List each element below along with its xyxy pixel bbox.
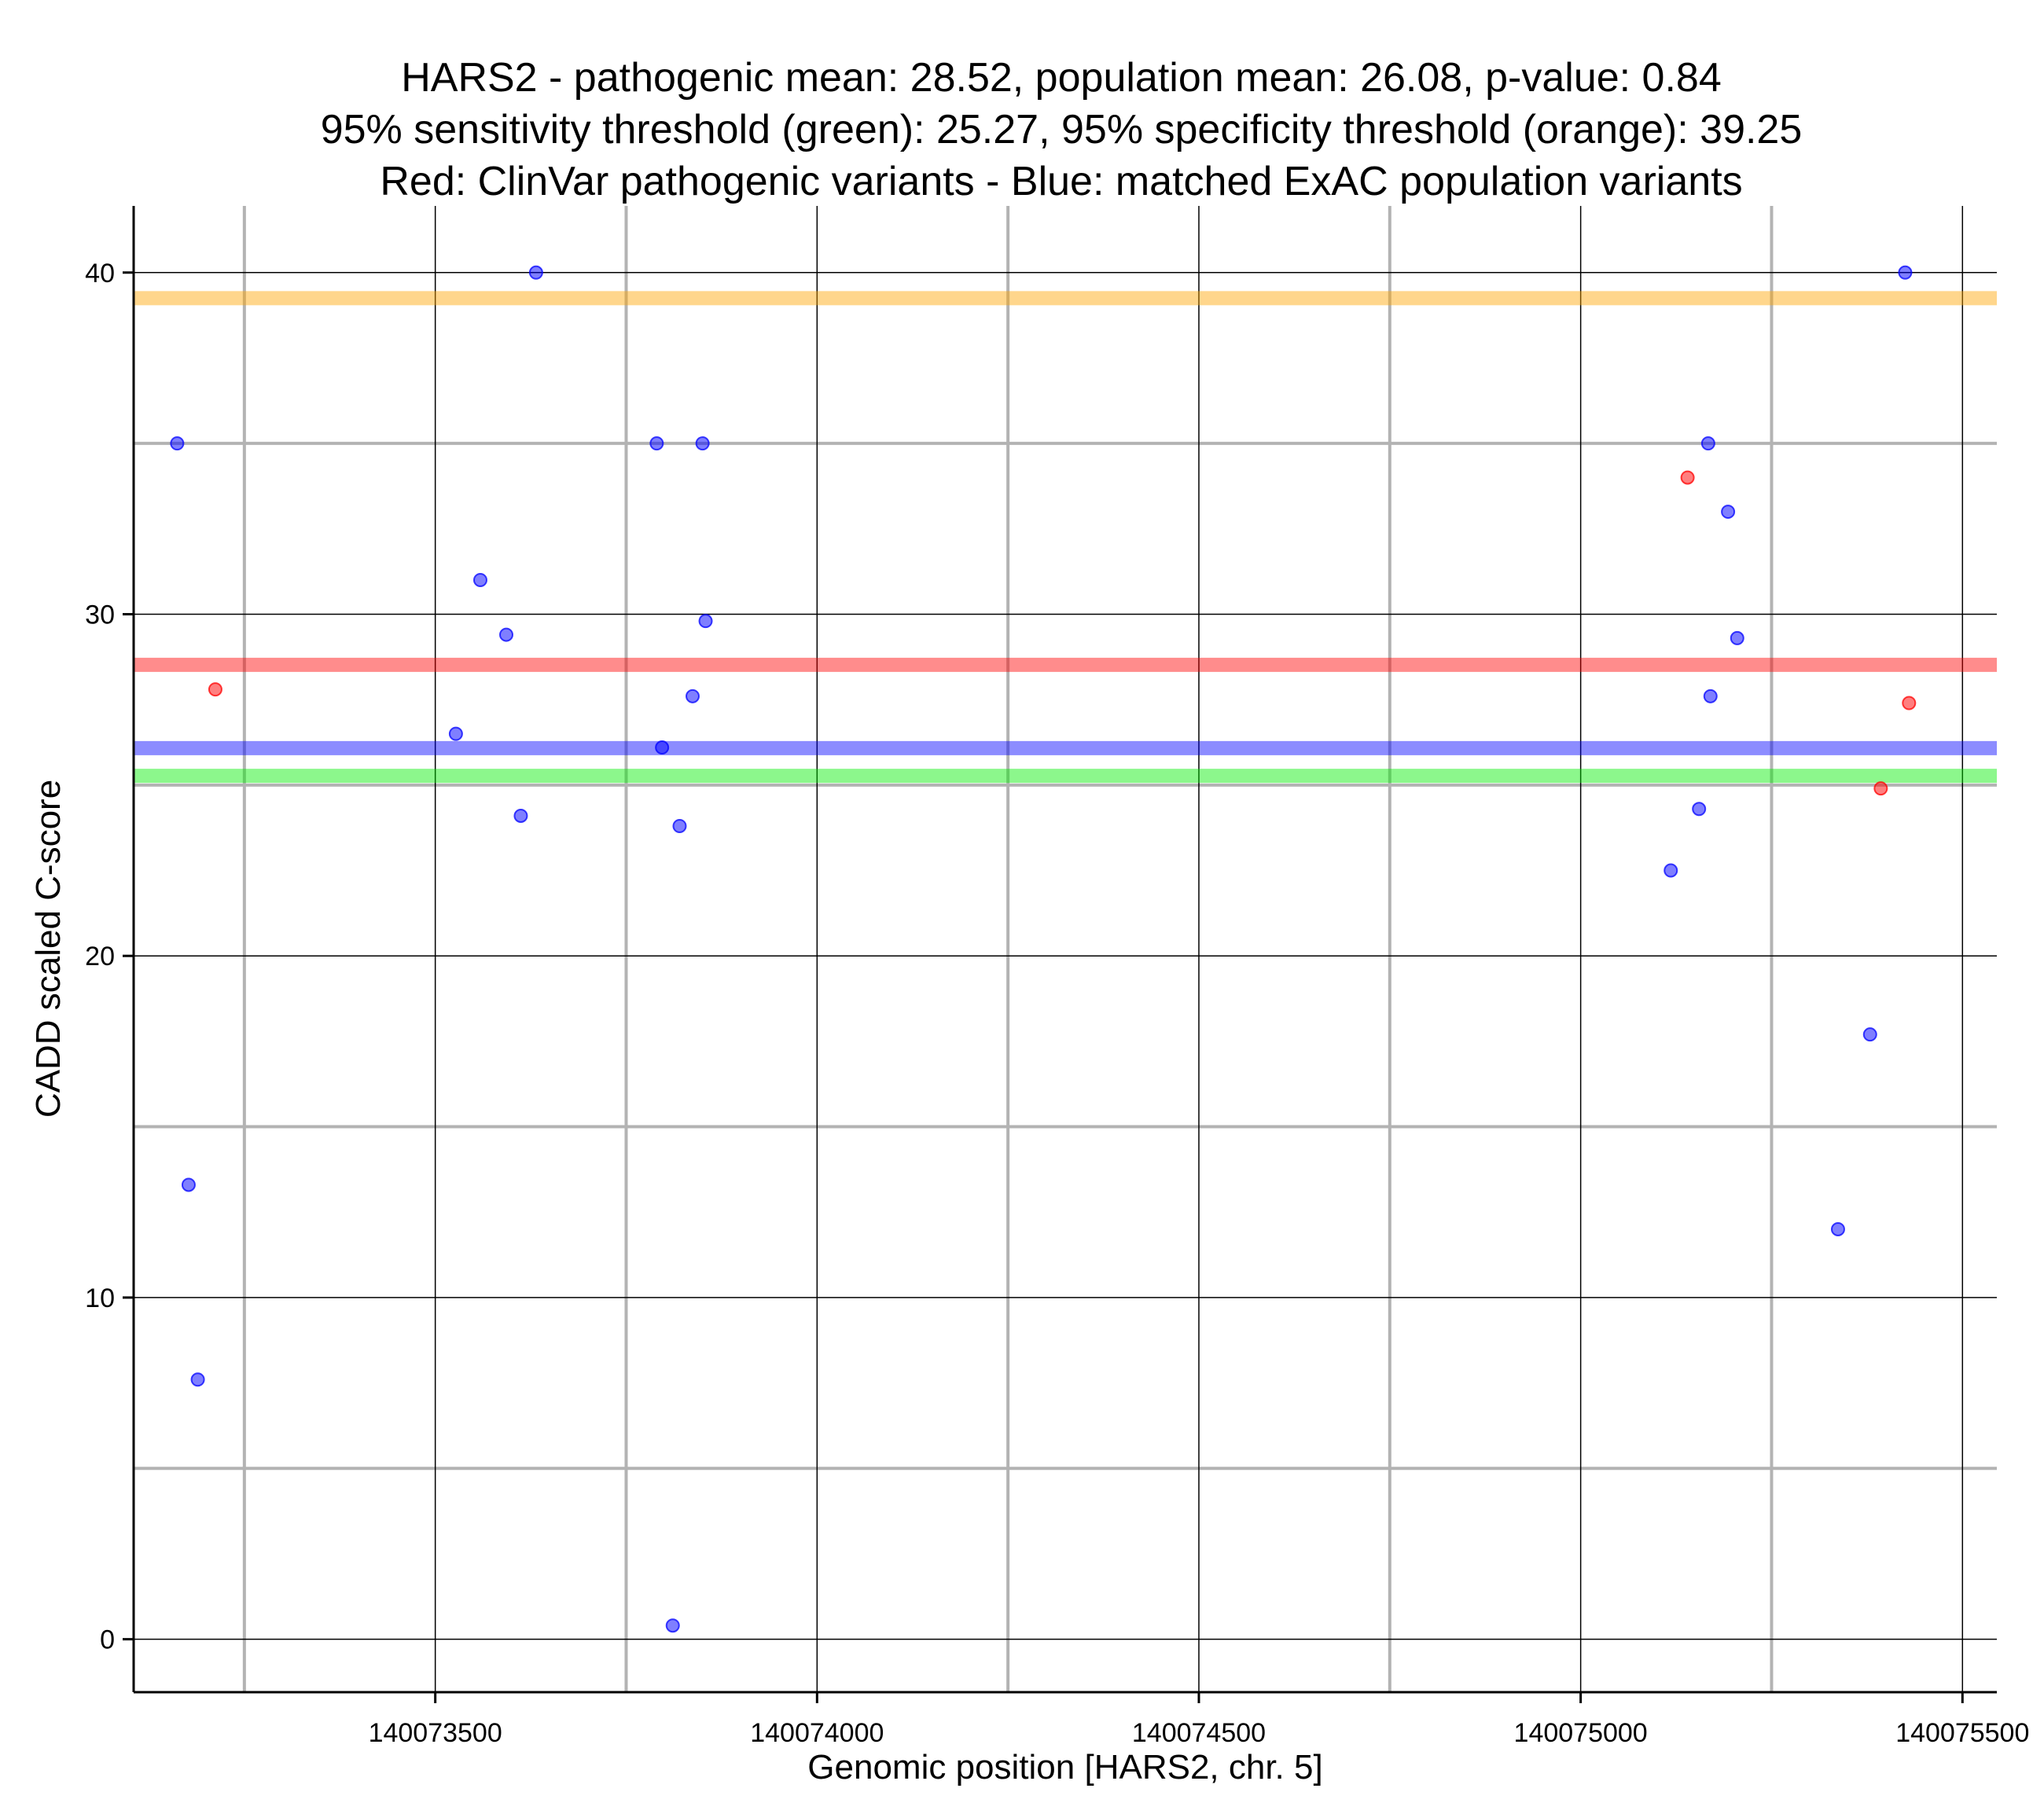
population-variant-point — [686, 689, 700, 703]
population-variant-point — [181, 1177, 196, 1192]
population-variant-point — [1700, 436, 1715, 451]
y-tick-label: 40 — [85, 259, 115, 288]
population-variant-point — [1830, 1221, 1845, 1236]
population-variant-point — [1730, 630, 1744, 645]
chart-title-line-1: HARS2 - pathogenic mean: 28.52, populati… — [401, 55, 1722, 101]
y-tick-label: 10 — [85, 1283, 115, 1313]
y-tick-label: 30 — [85, 600, 115, 630]
chart-title: HARS2 - pathogenic mean: 28.52, populati… — [321, 55, 1803, 204]
minor-gridlines — [134, 206, 1997, 1692]
pathogenic-variant-point — [1873, 781, 1888, 796]
pathogenic-variant-point — [1680, 470, 1695, 485]
population-variant-point — [1703, 689, 1718, 703]
y-axis-ticks: 0 10 20 30 40 — [85, 259, 134, 1655]
chart-title-line-2: 95% sensitivity threshold (green): 25.27… — [321, 107, 1803, 152]
major-gridlines — [134, 206, 1997, 1692]
population-variant-point — [672, 819, 687, 834]
threshold-lines — [134, 291, 1997, 784]
population-variant-point — [665, 1618, 680, 1633]
population-variant-point — [1692, 802, 1707, 817]
axes — [132, 206, 1997, 1694]
y-axis-title: CADD scaled C-score — [29, 780, 68, 1118]
y-tick-label: 0 — [100, 1625, 115, 1655]
population-variant-point — [190, 1372, 205, 1387]
x-tick-label: 140074000 — [750, 1718, 884, 1748]
population-variant-point — [1898, 265, 1913, 280]
x-axis-title: Genomic position [HARS2, chr. 5] — [807, 1748, 1322, 1786]
population-variant-point — [472, 573, 487, 588]
population-variant-point — [649, 436, 664, 451]
x-tick-label: 140074500 — [1132, 1718, 1266, 1748]
population-variant-point — [655, 740, 670, 755]
population-variant-point — [695, 436, 710, 451]
chart-title-line-3: Red: ClinVar pathogenic variants - Blue:… — [380, 159, 1742, 204]
x-tick-label: 140075500 — [1895, 1718, 2029, 1748]
pathogenic-variant-point — [208, 682, 222, 697]
population-variant-point — [1664, 863, 1678, 878]
population-variant-point — [528, 265, 543, 280]
x-tick-label: 140073500 — [369, 1718, 502, 1748]
x-tick-label: 140075000 — [1514, 1718, 1648, 1748]
population-variant-point — [170, 436, 185, 451]
pathogenic-variant-point — [1902, 696, 1917, 711]
y-tick-label: 20 — [85, 942, 115, 971]
data-points — [170, 265, 1917, 1633]
population-variant-point — [499, 627, 513, 642]
x-axis-ticks: 140073500 140074000 140074500 140075000 1400… — [369, 1692, 2029, 1748]
population-variant-point — [1721, 505, 1736, 520]
population-variant-point — [448, 726, 463, 741]
population-variant-point — [513, 808, 528, 823]
population-variant-point — [698, 614, 713, 629]
population-variant-point — [1862, 1027, 1877, 1042]
